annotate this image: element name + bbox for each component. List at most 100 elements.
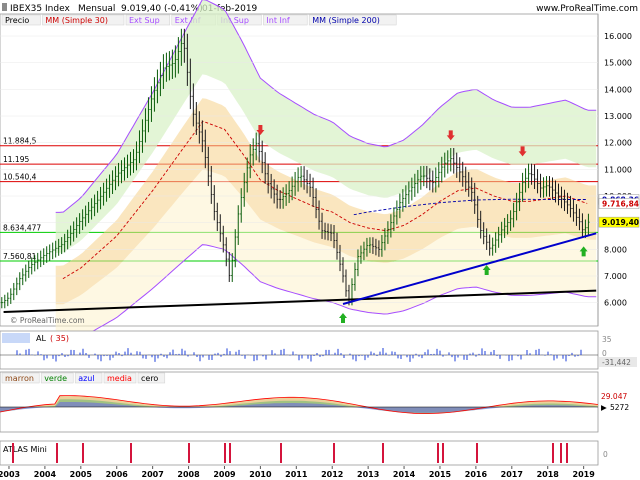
time-tick-label: 2004 [34, 470, 57, 479]
atlas-bar [56, 443, 58, 463]
buy-arrow-icon [338, 313, 347, 323]
price-panel: Precio MM (Simple 30) Ext Sup Ext Inf Int Su… [0, 0, 640, 346]
time-tick-label: 2010 [249, 470, 272, 479]
period-label: Mensual [78, 4, 115, 14]
oscillator-panel: marron verde azul media cero 29.047 ▶ 5272 [0, 371, 629, 433]
time-tick-label: 2003 [0, 470, 20, 479]
al-value-tag [599, 357, 637, 367]
price-tag-box [598, 198, 640, 209]
sell-arrow-icon [256, 125, 265, 135]
osc-legend-item: media [107, 374, 132, 383]
watermark: © ProRealTime.com [10, 316, 85, 325]
legend-chip [42, 14, 125, 26]
osc-legend-chip [1, 372, 40, 384]
ma200-line [353, 198, 588, 216]
atlas-bars [12, 443, 568, 463]
al-scale-mid: 0 [602, 349, 607, 358]
legend-item: Int Inf [266, 16, 290, 25]
time-tick-label: 2005 [70, 470, 93, 479]
legend-item: Ext Sup [129, 16, 160, 25]
al-legend-name: AL [36, 334, 46, 343]
time-tick-label: 2008 [177, 470, 200, 479]
atlas-bar [130, 443, 132, 463]
atlas-bar [280, 443, 282, 463]
level-label: 7.560,81 [3, 252, 37, 261]
envelope-lower-fill [55, 169, 597, 345]
trendline [3, 289, 597, 313]
atlas-bar [552, 443, 554, 463]
osc-legend-item: azul [78, 374, 94, 383]
al-scale-value: -31,442 [602, 358, 631, 367]
time-tick-label: 2016 [465, 470, 488, 479]
atlas-bar [476, 443, 478, 463]
trendlines [3, 232, 597, 313]
atlas-bar [442, 443, 444, 463]
time-tick-label: 2006 [106, 470, 129, 479]
level-label: 8.634,477 [3, 223, 41, 232]
time-tick-label: 2018 [537, 470, 560, 479]
sell-arrow-icon [446, 130, 455, 141]
sell-arrow-icon [518, 146, 527, 157]
last-price: 9.019,40 (-0,41%) [121, 4, 203, 14]
date-label: 01-feb-2019 [202, 4, 258, 14]
legend-item: MM (Simple 30) [45, 16, 108, 25]
al-scale-top: 35 [602, 335, 612, 344]
osc-legend-chip [74, 372, 103, 384]
price-tick-label: 8.000 [604, 245, 627, 254]
legend-chip [125, 14, 171, 26]
legend-item: Precio [5, 16, 29, 25]
level-label: 10.540,4 [3, 173, 37, 182]
price-tag-box [598, 216, 640, 228]
trendline [342, 232, 597, 305]
osc-legend-item: marron [5, 374, 34, 383]
time-tick-label: 2017 [501, 470, 523, 479]
osc-legend-item: verde [44, 374, 67, 383]
price-tick-label: 16.000 [604, 32, 632, 41]
price-tick-label: 6.000 [604, 299, 627, 308]
level-label: 11.884,5 [3, 137, 37, 146]
osc-legend-chip [137, 372, 166, 384]
price-tags: 9.868,369.716,849.019,40 [598, 194, 640, 228]
osc-legend-chip [103, 372, 137, 384]
price-tick-label: 7.000 [604, 272, 627, 281]
header: IBEX35 Index Mensual 9.019,40 (-0,41%) 0… [2, 3, 638, 14]
al-panel-frame [0, 330, 599, 370]
time-tick-label: 2011 [285, 470, 308, 479]
price-tick-label: 12.000 [604, 139, 632, 148]
price-tick-label: 11.000 [604, 165, 632, 174]
time-axis: 2003 2004 2005 2006 2007 2008 2009 2010 2011 2012… [0, 466, 595, 479]
price-tick-label: 14.000 [604, 85, 632, 94]
symbol-box-icon [2, 3, 7, 11]
price-tag: 9.019,40 [602, 218, 639, 227]
osc-legend-item: cero [141, 374, 158, 383]
price-tick-label: 13.000 [604, 112, 632, 121]
atlas-bar [333, 443, 335, 463]
atlas-bar [188, 443, 190, 463]
symbol-name[interactable]: IBEX35 Index [10, 4, 70, 14]
atlas-bar [82, 443, 84, 463]
price-tick-label: 15.000 [604, 59, 632, 68]
legend-chip [308, 14, 397, 26]
atlas-scale: 0 [603, 450, 608, 459]
atlas-bar [382, 443, 384, 463]
legend-chip [1, 14, 41, 26]
al-swatch-icon [2, 333, 30, 343]
atlas-bar [229, 443, 231, 463]
atlas-panel: ATLAS Mini 0 [0, 440, 608, 466]
time-tick-label: 2007 [142, 470, 164, 479]
price-series [0, 28, 590, 309]
legend-item: Int Sup [221, 16, 249, 25]
osc-azul-area [0, 402, 598, 413]
atlas-bar [12, 443, 14, 463]
time-tick-label: 2009 [213, 470, 236, 479]
al-legend-period: ( 35) [50, 334, 69, 343]
osc-scale-top: 29.047 [601, 392, 627, 401]
site-label: www.ProRealTime.com [536, 4, 638, 14]
time-tick-label: 2014 [393, 470, 416, 479]
time-tick-label: 2019 [573, 470, 596, 479]
signal-arrows [256, 125, 588, 323]
envelope-ext-sup [55, 0, 597, 213]
price-tag: 9.716,84 [602, 200, 639, 209]
time-tick-label: 2013 [357, 470, 379, 479]
